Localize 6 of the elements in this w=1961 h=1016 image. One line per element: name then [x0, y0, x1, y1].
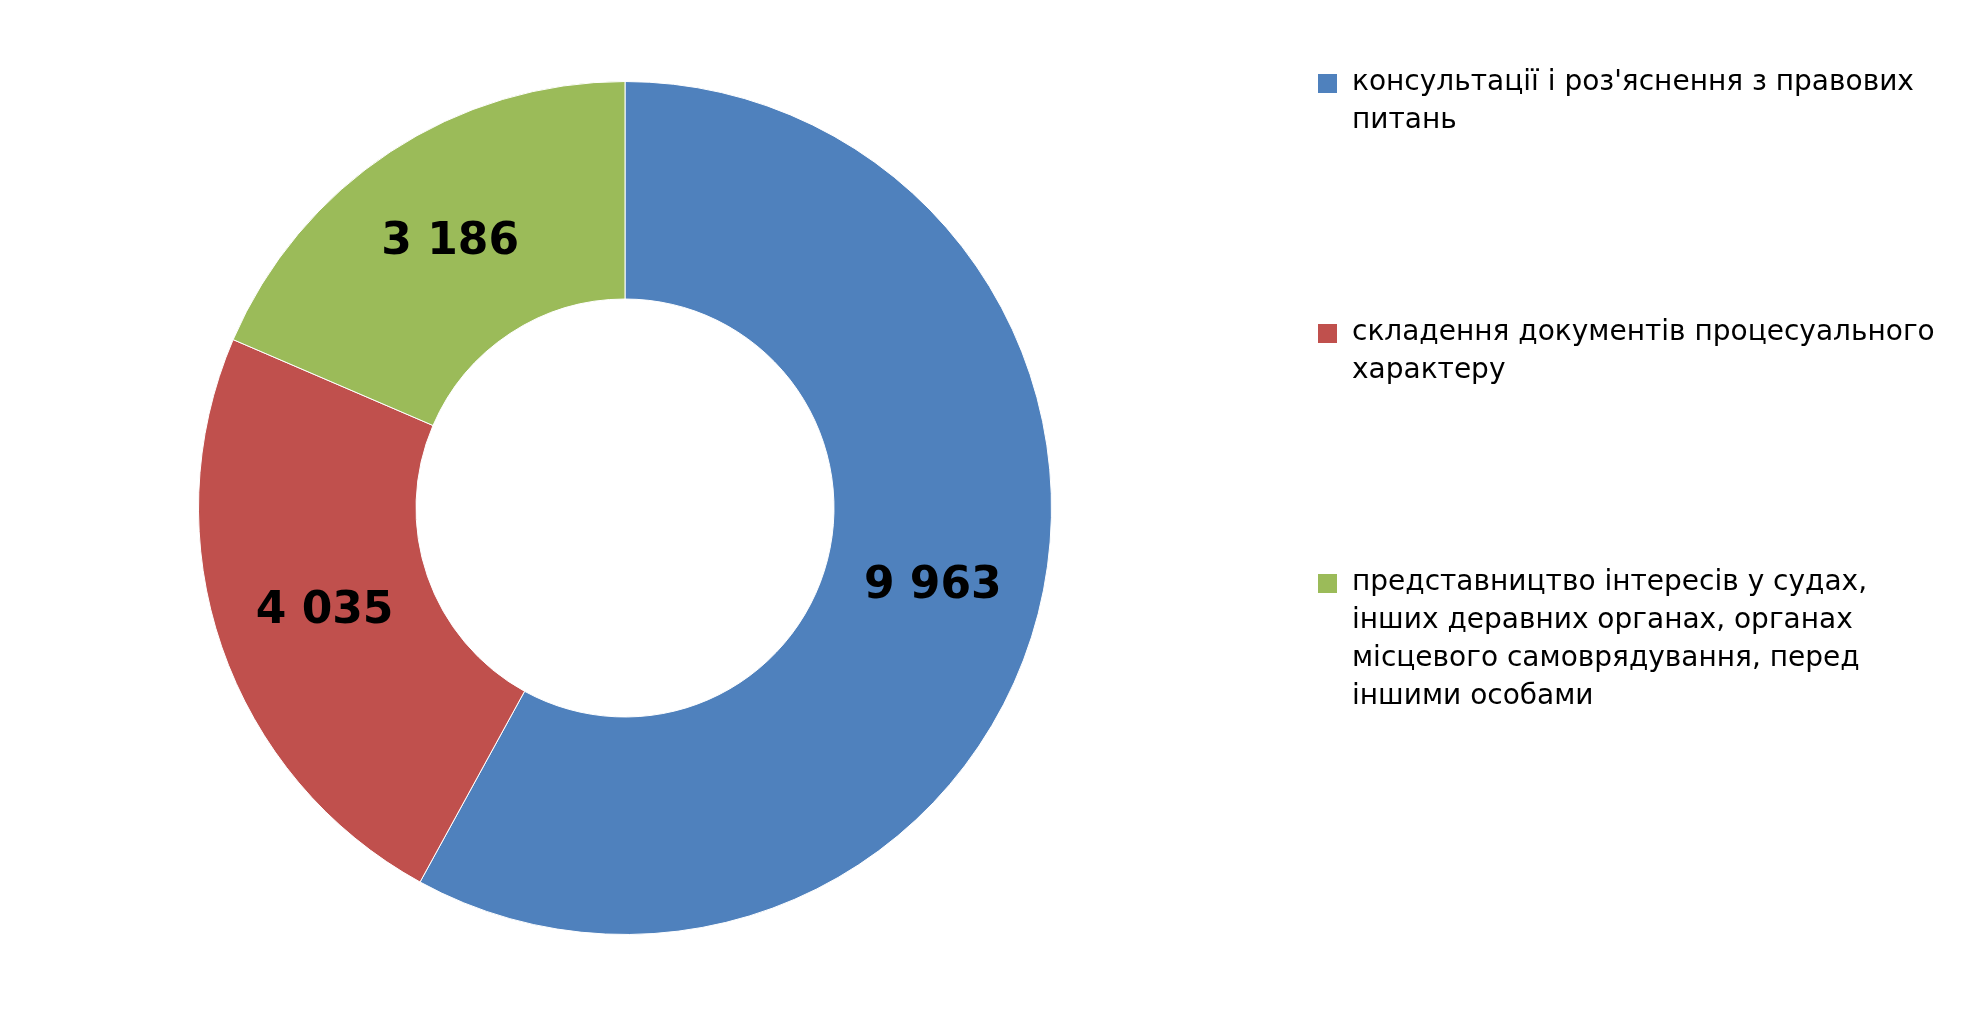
data-label: 3 186: [381, 213, 520, 265]
legend-label: представництво інтересів у судах, інших деравних органах, органах місцевого самоврядування, перед іншими особами: [1352, 564, 1868, 711]
data-label: 4 035: [255, 581, 394, 633]
legend-label: складення документів процесуального характеру: [1352, 314, 1935, 385]
legend-label: консультації і роз'яснення з правових питань: [1352, 64, 1914, 135]
data-label: 9 963: [863, 557, 1002, 609]
